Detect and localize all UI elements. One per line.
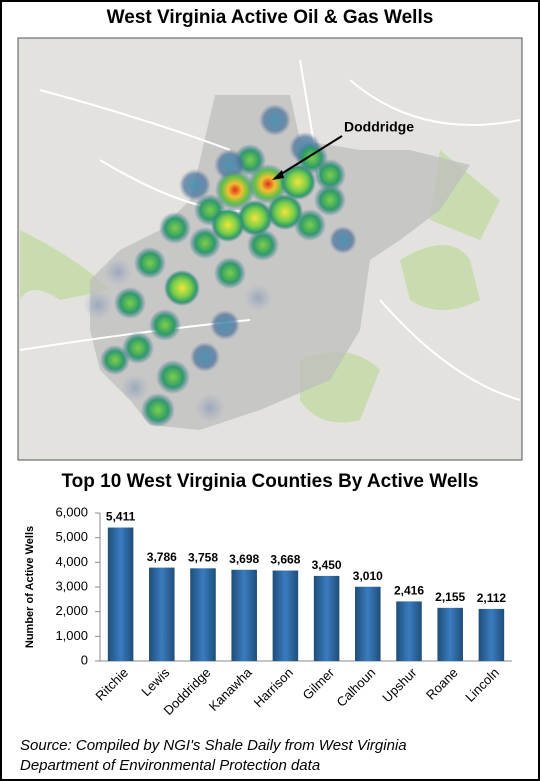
page-title: West Virginia Active Oil & Gas Wells	[107, 7, 434, 28]
source-line: Source: Compiled by NGI's Shale Daily fr…	[20, 737, 407, 754]
value-label: 5,411	[106, 510, 136, 524]
y-tick-label: 6,000	[55, 504, 88, 519]
map: Doddridge	[17, 37, 523, 461]
bar	[149, 567, 175, 661]
value-label: 3,786	[147, 550, 177, 564]
y-tick-label: 1,000	[55, 628, 88, 643]
y-tick-label: 3,000	[55, 578, 88, 593]
bar	[107, 527, 134, 661]
bar	[396, 601, 422, 661]
y-tick-label: 2,000	[55, 603, 88, 618]
bar	[231, 569, 257, 661]
value-label: 3,758	[188, 550, 218, 564]
value-label: 3,668	[270, 553, 300, 567]
value-label: 2,112	[477, 591, 507, 605]
value-label: 3,010	[353, 569, 383, 583]
y-axis-title: Number of Active Wells	[24, 526, 36, 648]
y-tick-label: 0	[81, 652, 88, 667]
bar	[190, 568, 216, 661]
source-line: Department of Environmental Protection d…	[20, 757, 320, 774]
bar	[478, 608, 505, 661]
value-label: 2,155	[435, 590, 465, 604]
y-tick-label: 4,000	[55, 554, 88, 569]
bar	[272, 570, 299, 661]
value-label: 3,698	[229, 552, 259, 566]
bar	[437, 607, 463, 661]
map-annotation: Doddridge	[344, 119, 414, 135]
value-label: 2,416	[394, 584, 424, 598]
bar	[355, 586, 381, 661]
chart-title: Top 10 West Virginia Counties By Active …	[61, 471, 478, 492]
y-tick-label: 5,000	[55, 529, 88, 544]
bar	[313, 575, 340, 661]
value-label: 3,450	[312, 558, 342, 572]
